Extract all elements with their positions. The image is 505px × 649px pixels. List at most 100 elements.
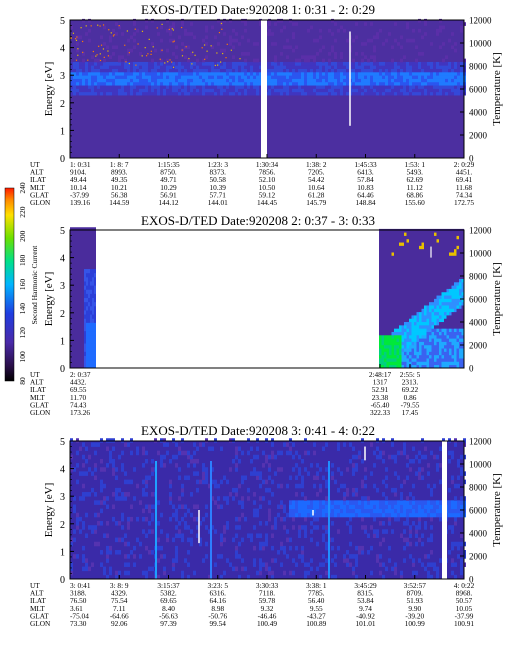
- heatmap-cell: [412, 562, 415, 567]
- heatmap-speck: [118, 25, 120, 27]
- heatmap-cell: [454, 228, 457, 233]
- heatmap-cell: [355, 554, 358, 559]
- heatmap-cell: [419, 281, 422, 286]
- heatmap-cell: [406, 364, 409, 369]
- heatmap-cell: [419, 364, 422, 369]
- heatmap-cell: [274, 68, 277, 73]
- heatmap-cell: [226, 61, 229, 66]
- heatmap-cell: [379, 65, 382, 69]
- heatmap-cell: [196, 85, 199, 89]
- heatmap-cell: [142, 508, 145, 514]
- heatmap-cell: [444, 305, 447, 309]
- heatmap-cell: [94, 293, 96, 299]
- heatmap-cell: [459, 315, 462, 319]
- heatmap-cell: [457, 71, 460, 76]
- heatmap-cell: [70, 91, 73, 96]
- heatmap-cell: [157, 75, 160, 79]
- heatmap-cell: [411, 271, 414, 276]
- heatmap-cell: [127, 68, 130, 73]
- heatmap-cell: [431, 232, 434, 236]
- heatmap-cell: [76, 293, 78, 299]
- heatmap-cell: [337, 508, 340, 514]
- heatmap-cell: [72, 359, 74, 365]
- heatmap-cell: [386, 278, 389, 283]
- heatmap-cell: [124, 81, 127, 86]
- heatmap-cell: [304, 467, 307, 472]
- heatmap-cell: [441, 248, 444, 253]
- heatmap-cell: [379, 61, 382, 66]
- heatmap-cell: [241, 88, 244, 93]
- ephemeris-value: 1:45:33: [354, 160, 377, 169]
- heatmap-cell: [439, 305, 442, 309]
- heatmap-cell: [456, 295, 459, 299]
- heatmap-cell: [441, 298, 444, 303]
- heatmap-cell: [160, 85, 163, 89]
- heatmap-cell: [418, 18, 421, 23]
- heatmap-cell: [145, 492, 148, 497]
- heatmap-cell: [115, 68, 118, 73]
- heatmap-cell: [441, 278, 444, 283]
- heatmap-cell: [404, 361, 407, 366]
- heatmap-cell: [346, 467, 349, 472]
- heatmap-cell: [340, 65, 343, 69]
- heatmap-cell: [385, 71, 388, 76]
- heatmap-cell: [418, 467, 421, 472]
- heatmap-cell: [416, 288, 419, 293]
- heatmap-cell: [298, 467, 301, 472]
- heatmap-cell: [441, 341, 444, 346]
- heatmap-cell: [391, 281, 394, 286]
- heatmap-cell: [406, 275, 409, 279]
- heatmap-cell: [157, 88, 160, 93]
- heatmap-cell: [274, 81, 277, 86]
- heatmap-cell: [304, 81, 307, 86]
- ephemeris-value: 74.34: [456, 190, 473, 199]
- heatmap-cell: [76, 71, 79, 76]
- heatmap-cell: [148, 475, 151, 481]
- heatmap-cell: [439, 242, 442, 246]
- heatmap-cell: [454, 311, 457, 316]
- heatmap-cell: [283, 504, 286, 510]
- heatmap-cell: [364, 504, 367, 510]
- heatmap-cell: [426, 295, 429, 299]
- heatmap-speck: [147, 53, 149, 55]
- heatmap-cell: [421, 358, 424, 362]
- heatmap-cell: [358, 81, 361, 86]
- heatmap-cell: [441, 288, 444, 293]
- heatmap-cell: [175, 442, 178, 447]
- heatmap-cell: [292, 68, 295, 73]
- heatmap-cell: [90, 351, 92, 356]
- heatmap-cell: [337, 512, 340, 518]
- heatmap-cell: [391, 255, 394, 260]
- heatmap-cell: [394, 255, 397, 260]
- heatmap-cell: [78, 339, 80, 344]
- heatmap-cell: [283, 85, 286, 89]
- heatmap-cell: [386, 315, 389, 319]
- heatmap-cell: [70, 318, 72, 323]
- heatmap-cell: [444, 288, 447, 293]
- heatmap-cell: [456, 298, 459, 303]
- heatmap-cell: [448, 487, 451, 493]
- heatmap-cell: [441, 315, 444, 319]
- heatmap-cell: [429, 235, 432, 240]
- heatmap-cell: [325, 467, 328, 472]
- heatmap-cell: [301, 71, 304, 76]
- heatmap-cell: [394, 471, 397, 476]
- heatmap-cell: [298, 65, 301, 69]
- heatmap-cell: [456, 341, 459, 346]
- heatmap-speck: [204, 58, 206, 60]
- heatmap-cell: [226, 521, 229, 526]
- heatmap-cell: [346, 500, 349, 505]
- heatmap-cell: [449, 288, 452, 293]
- heatmap-cell: [454, 91, 457, 96]
- heatmap-cell: [401, 262, 404, 266]
- heatmap-cell: [331, 45, 334, 50]
- heatmap-cell: [367, 38, 370, 43]
- heatmap-cell: [385, 475, 388, 481]
- heatmap-cell: [148, 85, 151, 89]
- heatmap-cell: [274, 454, 277, 460]
- heatmap-cell: [376, 533, 379, 538]
- heatmap-cell: [386, 275, 389, 279]
- heatmap-cell: [82, 310, 84, 315]
- heatmap-cell: [151, 467, 154, 472]
- heatmap-cell: [112, 85, 115, 89]
